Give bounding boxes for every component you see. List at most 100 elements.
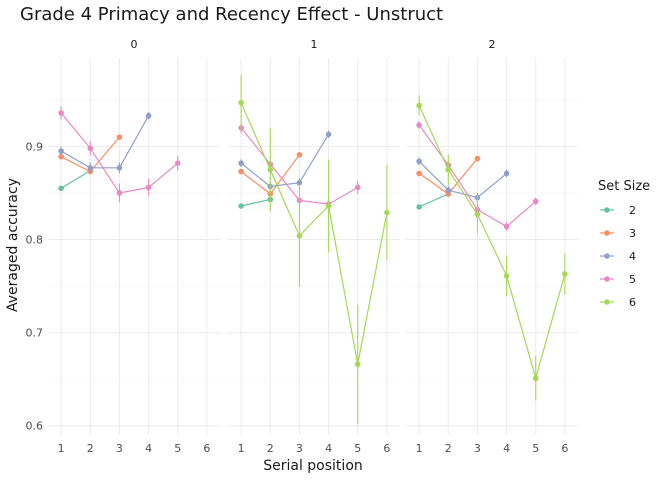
x-tick-label: 4 — [503, 442, 510, 455]
legend: Set Size 2 3 4 5 6 — [598, 179, 650, 309]
x-axis-title: Serial position — [263, 458, 363, 474]
data-point — [58, 185, 64, 192]
panels: 0 1 2 3 4 5 6 0.6 0.7 0.8 0.9 1 1 2 3 4 5 6 2 1 2 3 4 5 6 — [26, 38, 578, 455]
data-point — [87, 165, 94, 171]
data-point — [238, 168, 244, 175]
legend-key-point — [604, 230, 610, 236]
legend-label: 2 — [629, 204, 636, 217]
data-point — [238, 160, 244, 166]
data-point — [416, 204, 422, 210]
series-line — [240, 102, 388, 365]
series-set-size-2 — [238, 196, 274, 209]
data-point — [325, 203, 332, 209]
y-axis-title: Averaged accuracy — [5, 178, 21, 312]
series-line — [60, 115, 150, 169]
legend-item-2: 2 — [600, 204, 636, 217]
data-point — [296, 152, 303, 158]
series-set-size-5 — [58, 106, 181, 203]
data-point — [87, 145, 94, 152]
x-tick-label: 1 — [58, 442, 65, 455]
data-point — [296, 179, 303, 186]
data-point — [416, 158, 422, 165]
data-point — [416, 170, 422, 177]
facet-label: 2 — [489, 38, 496, 51]
data-point — [238, 203, 244, 209]
legend-label: 4 — [629, 250, 636, 263]
chart-title: Grade 4 Primacy and Recency Effect - Uns… — [20, 4, 443, 25]
x-tick-label: 3 — [116, 442, 123, 455]
data-point — [267, 166, 274, 173]
legend-item-4: 4 — [600, 250, 636, 263]
x-tick-label: 1 — [416, 442, 423, 455]
legend-key-point — [604, 299, 610, 305]
x-tick-label: 2 — [87, 442, 94, 455]
x-tick-label: 2 — [267, 442, 274, 455]
data-point — [116, 165, 123, 171]
data-point — [562, 271, 568, 277]
series-set-size-6 — [238, 74, 390, 424]
x-tick-label: 1 — [238, 442, 245, 455]
legend-item-5: 5 — [600, 273, 636, 286]
data-point — [503, 223, 510, 230]
panel-1: 1 1 2 3 4 5 6 — [228, 38, 400, 455]
series-set-size-4 — [416, 157, 510, 203]
series-line — [418, 105, 566, 381]
x-tick-label: 2 — [445, 442, 452, 455]
data-point — [532, 198, 539, 205]
data-point — [145, 112, 152, 119]
x-tick-label: 4 — [145, 442, 152, 455]
data-point — [325, 131, 332, 138]
legend-item-3: 3 — [600, 227, 636, 240]
data-point — [503, 273, 510, 279]
panel-2: 2 1 2 3 4 5 6 — [406, 38, 578, 455]
data-point — [445, 166, 452, 173]
legend-key-point — [604, 276, 610, 282]
legend-label: 5 — [629, 273, 636, 286]
facet-label: 1 — [311, 38, 318, 51]
series-line — [240, 133, 330, 188]
series-set-size-6 — [416, 95, 568, 401]
data-point — [174, 160, 181, 166]
x-tick-label: 5 — [174, 442, 181, 455]
legend-key-point — [604, 207, 610, 213]
data-point — [238, 99, 244, 106]
data-point — [58, 153, 64, 160]
legend-item-6: 6 — [600, 296, 636, 309]
legend-key-point — [604, 253, 610, 259]
data-point — [474, 211, 481, 218]
data-point — [503, 170, 510, 177]
data-point — [58, 110, 64, 116]
panel-0: 0 1 2 3 4 5 6 0.6 0.7 0.8 0.9 — [26, 38, 220, 455]
x-tick-label: 3 — [296, 442, 303, 455]
x-tick-label: 5 — [532, 442, 539, 455]
facet-label: 0 — [131, 38, 138, 51]
data-point — [474, 155, 481, 162]
data-point — [116, 134, 123, 140]
x-tick-label: 3 — [474, 442, 481, 455]
series-line — [418, 160, 507, 199]
series-line — [60, 170, 91, 189]
y-tick-label: 0.7 — [26, 327, 44, 340]
data-point — [58, 148, 64, 154]
x-tick-label: 6 — [561, 442, 568, 455]
x-tick-label: 6 — [383, 442, 390, 455]
data-point — [296, 232, 303, 239]
legend-title: Set Size — [598, 179, 650, 194]
data-point — [445, 187, 452, 193]
series-line — [418, 193, 449, 208]
data-point — [384, 209, 390, 216]
data-point — [416, 122, 422, 128]
y-tick-label: 0.6 — [26, 420, 44, 433]
data-point — [354, 184, 361, 191]
y-tick-label: 0.8 — [26, 234, 44, 247]
data-point — [116, 190, 123, 196]
legend-label: 6 — [629, 296, 636, 309]
data-point — [532, 375, 539, 382]
data-point — [416, 102, 422, 109]
x-tick-label: 5 — [354, 442, 361, 455]
y-tick-label: 0.9 — [26, 140, 44, 153]
legend-label: 3 — [629, 227, 636, 240]
x-tick-label: 6 — [203, 442, 210, 455]
data-point — [145, 184, 152, 191]
